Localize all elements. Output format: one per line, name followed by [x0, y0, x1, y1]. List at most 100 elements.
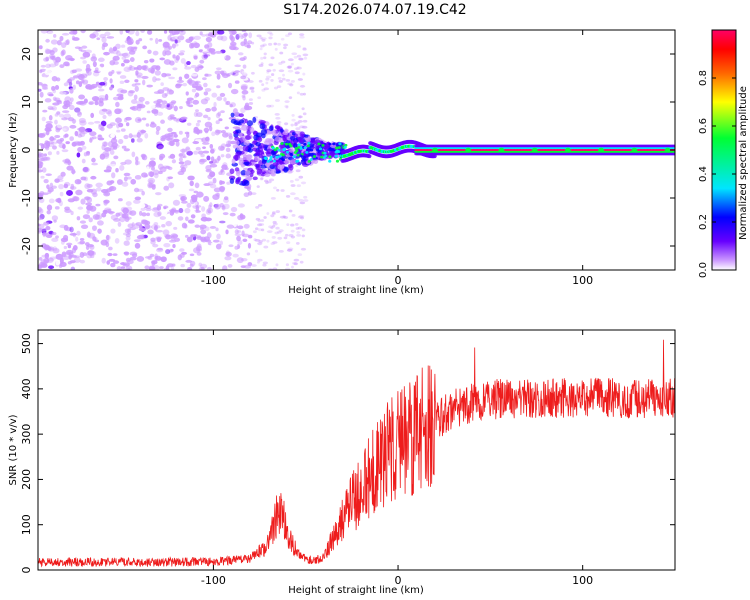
spectrogram-point — [296, 153, 300, 157]
spectrogram-point — [274, 99, 280, 102]
spectrogram-point — [332, 142, 336, 146]
spectrogram-point — [66, 165, 74, 171]
spectrogram-point — [123, 251, 130, 256]
spectrogram-point — [189, 42, 194, 49]
snr-y-tick-label: 500 — [20, 333, 33, 354]
spectrogram-point — [129, 256, 137, 261]
spectrogram-point — [252, 176, 258, 181]
spectrogram-point — [265, 181, 269, 185]
spectrogram-point — [117, 221, 122, 227]
spectrogram-point — [243, 161, 250, 166]
snr-frame — [37, 329, 676, 571]
spectrogram-point — [281, 77, 286, 81]
spectrogram-point — [297, 226, 303, 230]
spectrogram-point — [244, 102, 250, 108]
spectrogram-point — [294, 121, 300, 125]
spectrogram-point — [236, 257, 244, 264]
spectrogram-point — [69, 87, 74, 94]
spectrogram-point — [71, 141, 77, 147]
spectrogram-point — [298, 198, 304, 202]
spectrogram-point — [260, 44, 265, 48]
spectrogram-point — [79, 131, 86, 138]
spectrogram-point — [290, 229, 295, 233]
spectrogram-point — [203, 183, 211, 187]
spectrogram-point — [243, 140, 250, 146]
spectrogram-point — [195, 205, 200, 212]
spectrogram-point — [40, 64, 46, 68]
spectrogram-point — [43, 153, 48, 157]
spectrogram-point — [291, 131, 296, 136]
spectrogram-point — [227, 140, 232, 145]
spectrogram-point — [296, 45, 302, 48]
spectrogram-point — [136, 137, 143, 143]
snr-x-label: Height of straight line (km) — [288, 585, 424, 596]
spectrogram-point — [367, 154, 372, 159]
spectrogram-point — [133, 223, 140, 229]
spectrogram-point — [65, 249, 74, 255]
spectrogram-point — [202, 150, 210, 154]
spectrogram-point — [42, 109, 48, 113]
spectrogram-point — [324, 144, 331, 149]
spectrogram-point — [92, 236, 97, 242]
spectrogram-point — [243, 180, 250, 186]
spectrogram-point — [338, 142, 342, 146]
spectrogram-point — [259, 36, 263, 40]
spectrogram-point — [259, 47, 263, 51]
spectrogram-point — [51, 185, 57, 189]
spectrogram-point — [189, 260, 196, 267]
spectrogram-point — [337, 150, 341, 153]
spectrogram-point — [147, 171, 155, 177]
spectrogram-point — [98, 95, 106, 99]
spectrogram-point — [278, 62, 283, 65]
spectrogram-point — [124, 79, 130, 84]
spectrogram-point — [45, 128, 52, 132]
spectrogram-point — [266, 104, 272, 108]
spectrogram-point — [219, 220, 226, 224]
spectrogram-point — [287, 65, 293, 69]
spectrogram-point — [216, 73, 221, 80]
snr-y-tick-label: 300 — [20, 424, 33, 445]
spectrogram-point — [672, 152, 675, 156]
spectrogram-point — [156, 247, 163, 251]
spectrogram-point — [59, 35, 64, 42]
spectrogram-point — [297, 143, 301, 147]
spectrogram-point — [134, 196, 142, 201]
spectrogram-point — [219, 240, 224, 246]
spectrogram-point — [199, 59, 205, 64]
spectrogram-point — [220, 110, 225, 114]
spectrogram-point — [133, 239, 141, 243]
snr-y-ticks: 0 100 200 300 400 500 — [20, 333, 675, 574]
spectrogram-point — [169, 116, 177, 120]
spectrogram-point — [162, 229, 170, 236]
spectrogram-point — [48, 265, 55, 270]
spectrogram-point — [144, 132, 149, 139]
spectrogram-point — [47, 246, 52, 251]
spectrogram-point — [123, 172, 131, 177]
spectrogram-point — [159, 103, 166, 109]
spectrogram-point — [225, 100, 231, 106]
spectrogram-point — [284, 128, 288, 132]
spectrogram-point — [194, 80, 201, 84]
spectrogram-point — [227, 263, 233, 268]
spectrogram-y-label: Frequency (Hz) — [8, 112, 19, 188]
spectrogram-point — [269, 104, 275, 108]
spectrogram-point — [224, 256, 232, 261]
spectrogram-point — [318, 147, 323, 151]
spectrogram-point — [136, 75, 142, 79]
spectrogram-point — [278, 249, 284, 253]
spectrogram-point — [564, 147, 571, 153]
spectrogram-point — [138, 104, 146, 109]
spectrogram-point — [270, 73, 275, 76]
spectrogram-point — [167, 176, 174, 180]
spectrogram-point — [86, 183, 93, 188]
spectrogram-point — [289, 144, 293, 148]
spectrogram-point — [186, 97, 194, 101]
spectrogram-point — [180, 30, 184, 33]
spectrogram-point — [230, 140, 237, 145]
spectrogram-point — [175, 54, 180, 61]
spectrogram-point — [175, 43, 179, 47]
spectrogram-point — [65, 63, 70, 67]
spectrogram-point — [171, 34, 178, 40]
